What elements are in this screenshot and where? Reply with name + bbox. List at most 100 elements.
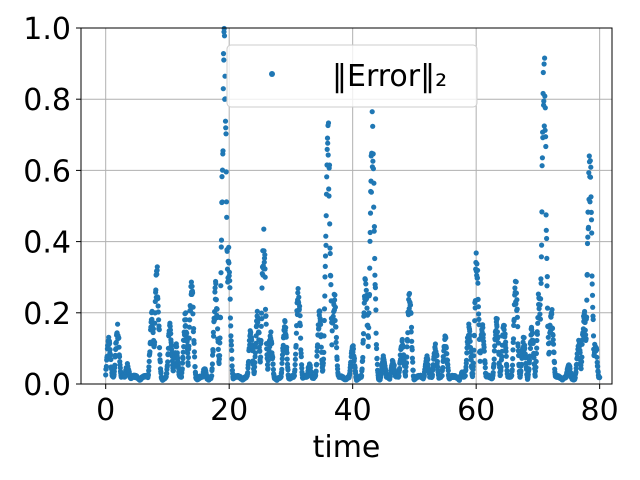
data-point [279,356,285,362]
data-point [259,316,265,322]
data-point [480,331,486,338]
data-point [521,335,527,341]
data-point [293,342,299,349]
data-point [284,344,290,350]
data-point [174,350,180,356]
data-point [293,351,299,357]
data-point [409,347,415,353]
data-point [223,169,229,175]
plot-frame [80,27,613,385]
data-point [481,348,487,354]
data-point [228,342,234,348]
data-point [491,356,497,362]
data-point [543,212,549,218]
data-point [320,367,326,373]
data-point [295,290,301,296]
data-point [499,348,505,354]
data-point [107,347,113,353]
data-point [509,362,516,368]
data-point [429,372,435,378]
data-point [327,250,333,257]
data-point [370,123,376,129]
data-point [321,317,327,324]
data-point [544,255,550,261]
data-point [408,310,414,316]
data-point [186,335,192,341]
data-point [220,51,227,57]
data-point [583,336,589,342]
data-point [495,334,501,340]
data-points [103,25,603,383]
data-point [406,290,413,297]
data-point [579,341,585,347]
data-point [146,368,152,374]
data-point [252,354,258,360]
data-point [333,334,339,341]
data-point [372,285,378,291]
data-point [326,162,333,168]
x-tick-label: 0 [96,393,115,428]
data-point [248,329,254,335]
data-point [532,368,539,374]
data-point [538,280,544,286]
data-point [157,359,163,365]
data-point [550,337,556,343]
data-point [590,304,596,310]
data-point [371,204,377,210]
data-point [167,323,173,329]
data-point [224,214,230,220]
data-point [325,152,331,158]
data-point [108,352,114,358]
data-point [443,345,449,351]
data-point [480,325,486,331]
data-point [590,333,597,339]
data-point [541,123,547,129]
data-point [259,285,265,291]
data-point [501,323,507,329]
data-point [270,366,276,373]
data-point [152,320,158,326]
data-point [211,333,217,339]
x-axis-label: time [313,430,381,465]
data-point [584,240,591,247]
y-tick-label: 0.4 [23,226,71,261]
data-point [523,355,529,361]
data-point [323,233,329,239]
data-point [467,332,473,338]
data-point [499,354,505,360]
data-point [542,93,548,99]
data-point [229,347,235,353]
data-point [219,174,225,180]
legend-label: ‖Error‖₂ [332,59,447,94]
data-point [317,309,323,315]
data-point [481,344,487,350]
data-point [282,319,288,325]
data-point [403,368,409,374]
data-point [223,199,230,205]
data-point [180,349,186,355]
data-point [297,322,303,329]
data-point [584,314,590,320]
data-point [462,373,468,379]
data-point [366,325,372,331]
data-point [329,342,335,348]
data-point [366,310,372,316]
data-point [363,281,369,287]
data-point [192,364,198,370]
data-point [222,96,228,102]
data-point [519,361,525,367]
data-point [587,174,594,180]
data-point [179,366,185,372]
data-point [370,151,376,157]
data-point [108,356,114,363]
data-point [530,340,536,346]
data-point [155,303,161,309]
data-point [567,366,573,372]
data-point [279,352,286,358]
data-point [513,279,519,285]
data-point [152,339,158,345]
data-point [183,310,189,316]
data-point [518,368,524,374]
data-point [363,287,369,293]
data-point [492,343,498,349]
